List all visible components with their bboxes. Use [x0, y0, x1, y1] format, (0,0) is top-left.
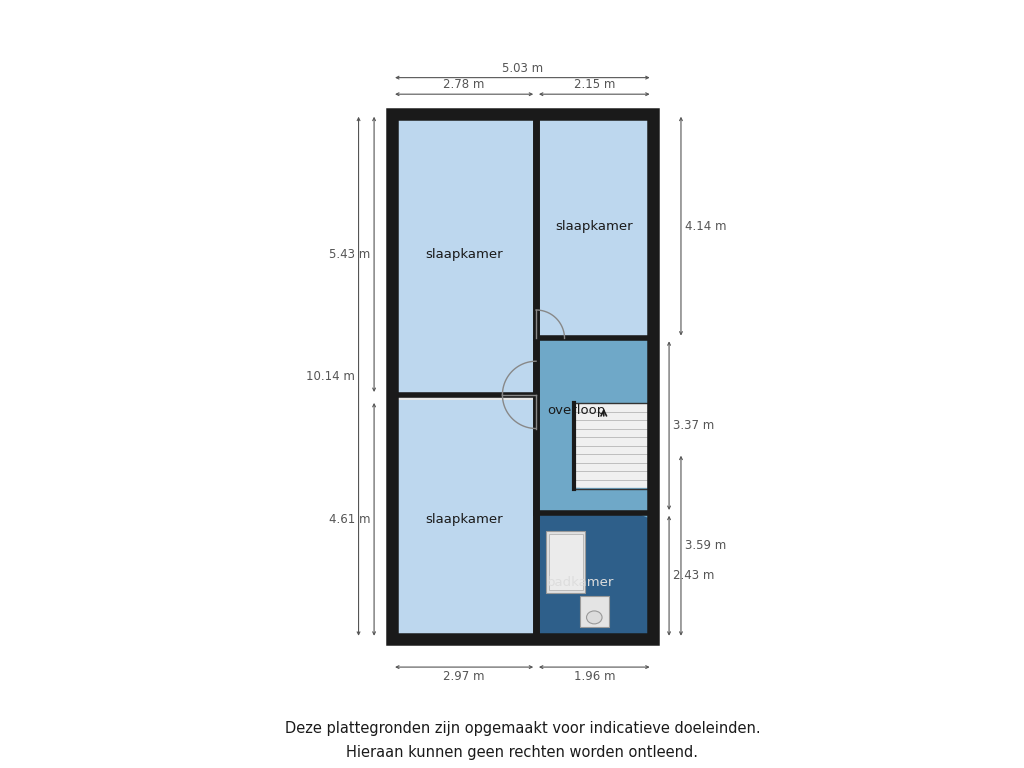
- Text: Deze plattegronden zijn opgemaakt voor indicatieve doeleinden.
Hieraan kunnen ge: Deze plattegronden zijn opgemaakt voor i…: [285, 720, 760, 760]
- Bar: [574, 403, 648, 488]
- Text: 3.59 m: 3.59 m: [685, 539, 726, 552]
- Bar: [537, 513, 652, 639]
- Bar: [537, 114, 652, 339]
- Bar: [537, 339, 652, 513]
- Text: slaapkamer: slaapkamer: [425, 513, 503, 526]
- Text: overloop: overloop: [548, 404, 606, 416]
- Bar: [580, 596, 608, 627]
- Text: slaapkamer: slaapkamer: [555, 220, 633, 233]
- Text: 3.37 m: 3.37 m: [673, 419, 714, 432]
- Bar: [392, 114, 537, 395]
- Text: 2.78 m: 2.78 m: [443, 78, 484, 91]
- Text: 4.61 m: 4.61 m: [329, 513, 371, 526]
- Text: 2.43 m: 2.43 m: [673, 569, 714, 582]
- Text: 5.03 m: 5.03 m: [502, 61, 543, 74]
- Bar: [549, 534, 583, 591]
- Text: 1.96 m: 1.96 m: [573, 670, 615, 684]
- Bar: [392, 114, 652, 639]
- Polygon shape: [574, 488, 648, 517]
- Bar: [547, 531, 586, 593]
- Text: 5.43 m: 5.43 m: [329, 248, 371, 261]
- Text: 4.14 m: 4.14 m: [685, 220, 726, 233]
- Bar: [392, 114, 652, 639]
- Text: 10.14 m: 10.14 m: [306, 369, 355, 382]
- Text: badkamer: badkamer: [547, 575, 614, 588]
- Text: 2.97 m: 2.97 m: [443, 670, 485, 684]
- Bar: [392, 400, 537, 639]
- Ellipse shape: [587, 611, 602, 624]
- Bar: [574, 403, 648, 488]
- Text: slaapkamer: slaapkamer: [425, 248, 503, 261]
- Text: 2.15 m: 2.15 m: [573, 78, 615, 91]
